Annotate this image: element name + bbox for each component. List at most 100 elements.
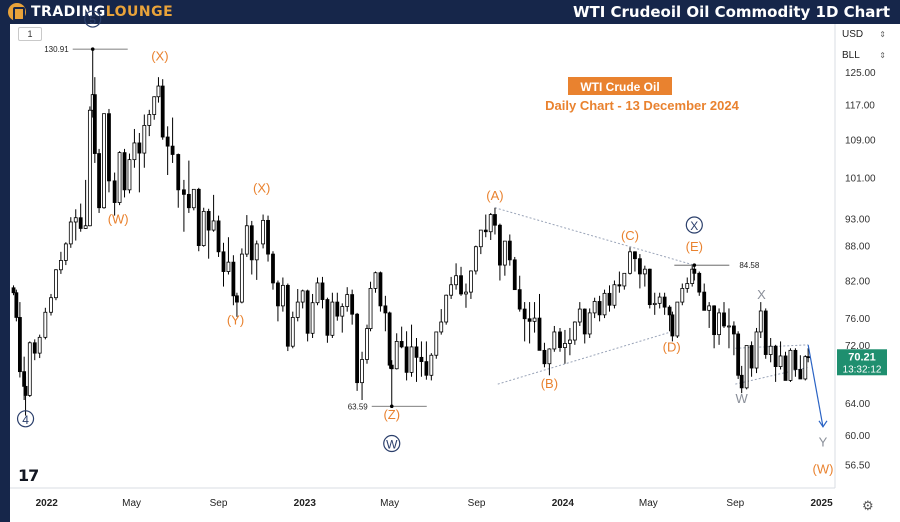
candle-body — [469, 270, 473, 293]
candle-body — [43, 311, 48, 338]
trendline — [497, 330, 674, 385]
candle-body — [537, 317, 542, 351]
candle-body — [754, 331, 759, 369]
wave-label: (D) — [663, 340, 681, 355]
x-tick-label: 2023 — [294, 498, 317, 509]
last-price-label: 70.21 — [848, 351, 876, 363]
candle-body — [507, 240, 512, 261]
unit-selector[interactable]: BLL ⇕ — [836, 47, 890, 63]
wave-label: X — [690, 219, 698, 233]
candle-body — [637, 258, 642, 275]
candle-body — [132, 142, 137, 161]
candle-body — [355, 313, 360, 384]
y-tick-label: 56.50 — [845, 461, 870, 472]
candle-body — [744, 345, 749, 389]
candle-body — [32, 342, 37, 354]
candle-body — [345, 294, 350, 307]
candle-body — [261, 219, 265, 245]
candle-body — [404, 346, 409, 373]
chevron-updown-icon: ⇕ — [879, 50, 886, 60]
candle-body — [152, 96, 157, 115]
trendline — [494, 207, 695, 266]
candle-body — [459, 275, 463, 295]
candle-body — [399, 341, 404, 348]
header-bar: TRADINGLOUNGE WTI Crudeoil Oil Commodity… — [0, 0, 900, 24]
x-tick-label: 2024 — [552, 498, 575, 509]
currency-selector[interactable]: USD ⇕ — [836, 26, 890, 42]
settings-icon[interactable]: ⚙ — [862, 498, 874, 513]
candle-body — [165, 136, 170, 147]
unit-label: BLL — [842, 49, 860, 61]
candle-body — [602, 292, 607, 316]
candle-body — [444, 294, 449, 323]
candle-body — [58, 260, 63, 271]
candle-body — [271, 253, 275, 284]
candle-body — [112, 180, 117, 203]
candle-body — [83, 225, 88, 229]
candle-body — [617, 284, 622, 287]
candle-body — [27, 342, 32, 396]
candle-body — [739, 374, 744, 389]
last-price-tag — [837, 349, 887, 376]
candle-body — [692, 268, 697, 274]
candle-body — [434, 331, 439, 356]
candle-body — [360, 359, 364, 384]
countdown-label: 13:32:12 — [843, 364, 882, 375]
candle-body — [216, 220, 221, 253]
candle-body — [652, 302, 657, 306]
candle-body — [657, 296, 662, 304]
tradingview-logo: 17 — [18, 466, 39, 485]
candle-body — [712, 305, 717, 336]
candle-body — [473, 246, 478, 272]
candle-body — [577, 308, 582, 323]
y-tick-label: 76.00 — [845, 314, 870, 325]
wave-label: (E) — [686, 239, 703, 254]
price-mark-label: 130.91 — [44, 45, 69, 54]
candle-body — [300, 290, 305, 303]
currency-label: USD — [842, 28, 864, 40]
candle-body — [429, 354, 434, 376]
candle-body — [607, 292, 612, 306]
price-mark-dot — [692, 263, 697, 267]
interval-label: 1 — [27, 29, 33, 39]
candle-body — [424, 361, 429, 376]
candle-body — [773, 345, 778, 367]
chart-area[interactable] — [10, 24, 900, 522]
wave-label-circle — [685, 216, 703, 234]
candle-body — [186, 193, 191, 209]
chart-subtitle: Daily Chart - 13 December 2024 — [545, 98, 739, 113]
candle-body — [612, 284, 617, 306]
candle-body — [758, 310, 763, 333]
candle-body — [315, 282, 320, 304]
candle-body — [778, 355, 783, 367]
candle-body — [37, 336, 42, 354]
candle-body — [722, 312, 726, 327]
x-tick-label: May — [122, 498, 141, 509]
logo-text: TRADINGLOUNGE — [31, 4, 174, 20]
candle-body — [454, 275, 458, 286]
candle-body — [558, 331, 562, 348]
wave-label: W — [736, 391, 749, 406]
projection-arrowhead — [818, 420, 828, 428]
candle-body — [290, 317, 295, 347]
interval-button[interactable]: 1 — [18, 27, 42, 41]
candle-body — [788, 349, 793, 381]
candle-body — [512, 259, 517, 291]
candle-body — [806, 356, 811, 359]
candle-body — [803, 356, 808, 380]
candle-body — [305, 290, 310, 334]
candle-body — [394, 341, 399, 370]
projection-line — [807, 344, 824, 427]
candle-body — [736, 333, 741, 376]
candle-body — [670, 314, 675, 337]
candle-body — [97, 153, 101, 209]
candle-body — [211, 220, 216, 231]
candle-body — [727, 325, 731, 328]
wave-label: (C) — [621, 228, 639, 243]
candle-body — [502, 240, 507, 266]
wave-label-circle — [383, 434, 401, 453]
wave-label: (B) — [541, 376, 558, 391]
candle-body — [226, 261, 231, 272]
candle-body — [325, 299, 330, 336]
